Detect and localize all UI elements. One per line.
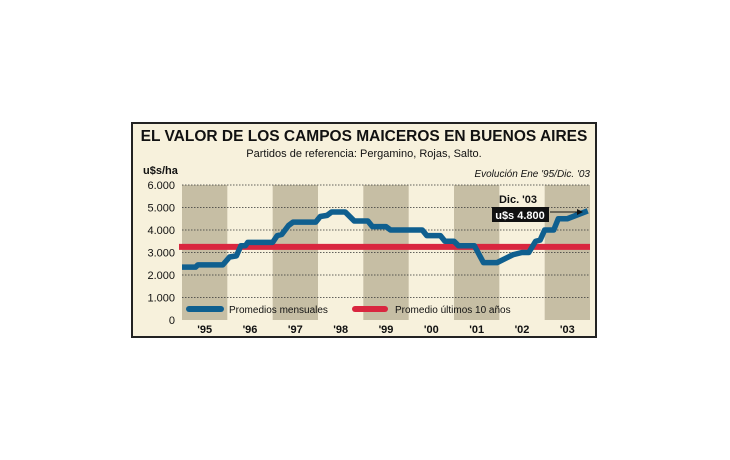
x-tick-label: '97: [288, 324, 303, 336]
y-tick-label: 3.000: [147, 248, 175, 260]
x-tick-label: '99: [379, 324, 394, 336]
x-tick-label: '01: [469, 324, 484, 336]
annotation-date: Dic. '03: [499, 194, 537, 206]
y-axis-label: u$s/ha: [143, 165, 179, 177]
annotation-value: u$s 4.800: [495, 210, 545, 222]
y-tick-label: 6.000: [147, 180, 175, 192]
x-tick-label: '00: [424, 324, 439, 336]
y-tick-label: 1.000: [147, 293, 175, 305]
chart-plot: '95 '96 '97 '98 '99 '00 '01 '02 '03 0 1.000 2.000 3.…: [143, 165, 590, 336]
x-tick-label: '95: [197, 324, 212, 336]
y-tick-label: 2.000: [147, 270, 175, 282]
legend-label-average: Promedio últimos 10 años: [395, 305, 511, 316]
chart-subtitle: Partidos de referencia: Pergamino, Rojas…: [246, 148, 482, 160]
x-tick-label: '02: [515, 324, 530, 336]
y-tick-label: 4.000: [147, 225, 175, 237]
x-tick-label: '03: [560, 324, 575, 336]
y-tick-label: 0: [169, 315, 175, 327]
chart-title: EL VALOR DE LOS CAMPOS MAICEROS EN BUENO…: [140, 128, 588, 145]
period-note: Evolución Ene '95/Dic. '03: [474, 169, 590, 180]
year-band: [272, 185, 318, 320]
annotation-arrowhead: [577, 209, 583, 215]
legend-label-monthly: Promedios mensuales: [229, 305, 328, 316]
year-band: [182, 185, 228, 320]
y-tick-label: 5.000: [147, 203, 175, 215]
annotation-box: [492, 207, 549, 222]
chart-frame: EL VALOR DE LOS CAMPOS MAICEROS EN BUENO…: [131, 122, 597, 338]
x-tick-label: '98: [333, 324, 348, 336]
x-tick-label: '96: [243, 324, 258, 336]
monthly-series-line: [182, 208, 589, 270]
